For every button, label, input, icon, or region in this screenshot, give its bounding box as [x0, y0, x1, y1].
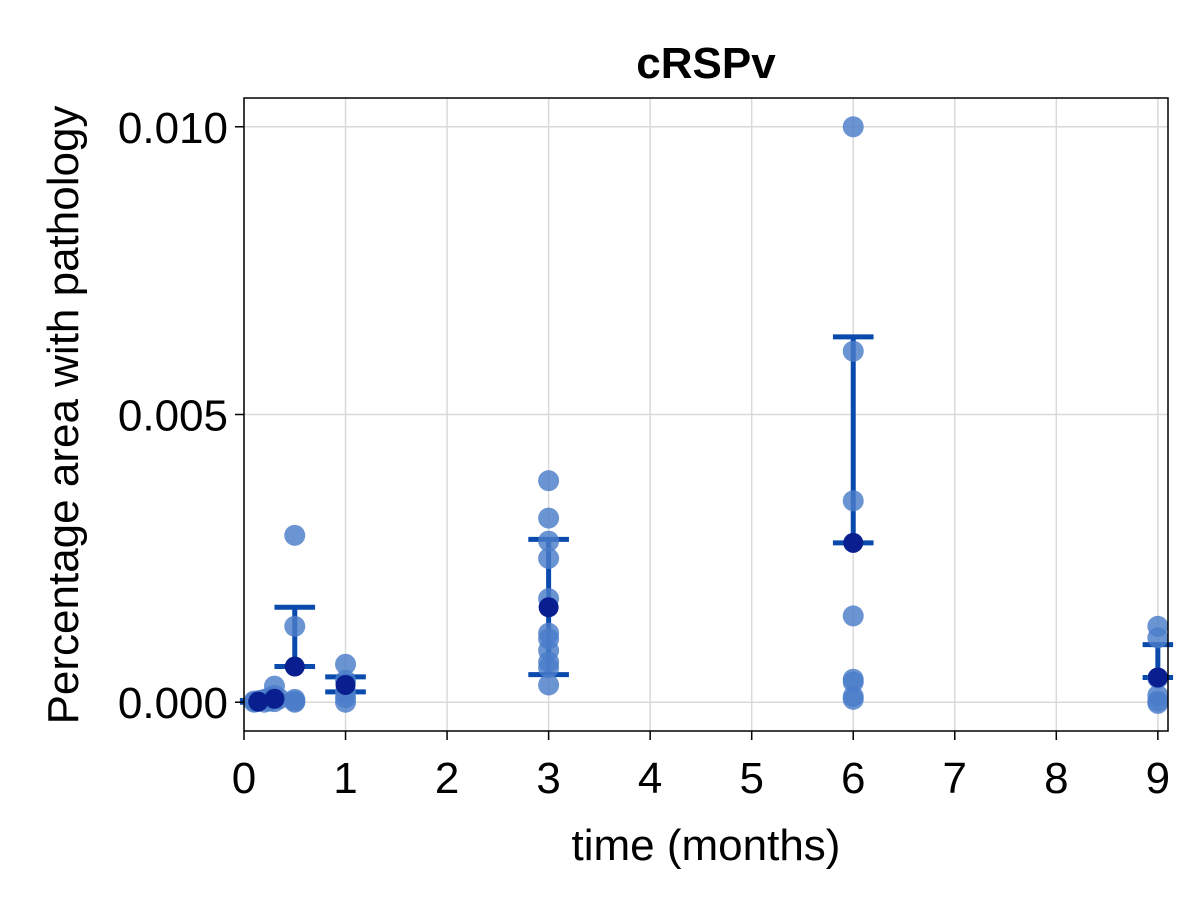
data-point — [538, 674, 560, 696]
data-point — [284, 524, 306, 546]
mean-point — [284, 656, 305, 677]
data-point — [842, 688, 864, 710]
data-point — [335, 691, 357, 713]
x-tick-label: 4 — [638, 754, 662, 803]
y-tick-label: 0.010 — [118, 104, 228, 153]
mean-point — [1147, 667, 1168, 688]
x-tick-label: 8 — [1044, 754, 1068, 803]
x-tick-label: 7 — [943, 754, 967, 803]
data-point — [538, 470, 560, 492]
data-point — [842, 490, 864, 512]
x-tick-label: 2 — [435, 754, 459, 803]
y-tick-label: 0.005 — [118, 392, 228, 441]
data-point — [284, 615, 306, 637]
mean-point — [538, 597, 559, 618]
data-point — [842, 116, 864, 138]
chart-title: cRSPv — [636, 39, 776, 88]
x-tick-label: 0 — [232, 754, 256, 803]
data-point — [538, 530, 560, 552]
data-point — [538, 657, 560, 679]
y-axis-label: Percentage area with pathology — [39, 106, 88, 725]
x-tick-label: 1 — [333, 754, 357, 803]
x-axis-ticks: 0 1 2 3 4 5 6 7 8 9 — [232, 731, 1170, 803]
data-point — [538, 507, 560, 529]
mean-points — [248, 532, 1168, 712]
x-tick-label: 6 — [841, 754, 865, 803]
data-point — [1147, 627, 1169, 649]
y-axis-ticks: 0.000 0.005 0.010 — [118, 104, 244, 728]
data-point — [1147, 692, 1169, 714]
y-tick-label: 0.000 — [118, 679, 228, 728]
mean-point — [843, 532, 864, 553]
mean-point — [335, 674, 356, 695]
data-point — [842, 605, 864, 627]
x-axis-label: time (months) — [572, 821, 841, 870]
data-point — [284, 690, 306, 712]
data-point — [538, 547, 560, 569]
data-point — [842, 671, 864, 693]
mean-point — [248, 691, 269, 712]
x-tick-label: 5 — [739, 754, 763, 803]
x-tick-label: 3 — [536, 754, 560, 803]
x-tick-label: 9 — [1146, 754, 1170, 803]
data-point — [842, 340, 864, 362]
mean-point — [264, 688, 285, 709]
data-point — [335, 653, 357, 675]
